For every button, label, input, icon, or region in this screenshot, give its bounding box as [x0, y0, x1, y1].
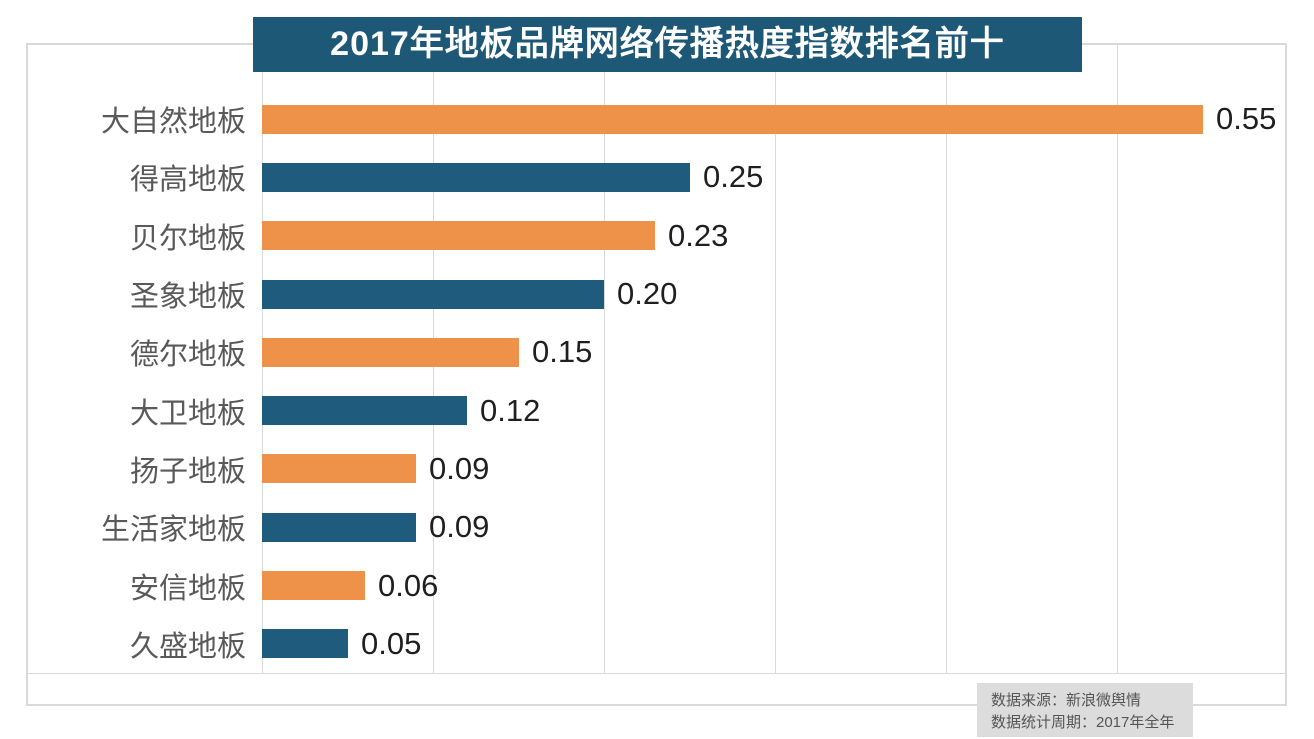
chart-rows: 大自然地板 0.55 得高地板 0.25 贝尔地板 0.23 圣象地板 0.20 德尔地板 0.1… — [28, 90, 1285, 673]
chart-row: 扬子地板 0.09 — [28, 440, 1285, 498]
value-label: 0.06 — [378, 567, 439, 603]
bar — [262, 337, 519, 367]
value-label: 0.15 — [532, 334, 593, 370]
category-label: 德尔地板 — [129, 339, 246, 372]
bar — [262, 629, 348, 659]
bar — [262, 571, 365, 601]
gridline — [1117, 45, 1118, 673]
source-note: 数据来源：新浪微舆情 数据统计周期：2017年全年 — [977, 683, 1193, 737]
bar — [262, 454, 416, 484]
chart-row: 大卫地板 0.12 — [28, 381, 1285, 439]
bar — [262, 396, 467, 426]
value-label: 0.09 — [429, 450, 490, 486]
value-label: 0.12 — [480, 392, 541, 428]
category-label: 久盛地板 — [129, 630, 246, 663]
gridline — [946, 45, 947, 673]
bar — [262, 162, 690, 192]
value-label: 0.25 — [703, 159, 764, 195]
chart-row: 大自然地板 0.55 — [28, 90, 1285, 148]
source-note-line2: 数据统计周期：2017年全年 — [991, 714, 1175, 731]
chart-row: 德尔地板 0.15 — [28, 323, 1285, 381]
bar — [262, 279, 604, 309]
chart-row: 得高地板 0.25 — [28, 148, 1285, 206]
bar — [262, 104, 1203, 134]
value-label: 0.09 — [429, 509, 490, 545]
bar — [262, 512, 416, 542]
value-label: 0.23 — [668, 217, 729, 253]
chart-title: 2017年地板品牌网络传播热度指数排名前十 — [253, 17, 1082, 72]
chart-row: 圣象地板 0.20 — [28, 265, 1285, 323]
chart-row: 久盛地板 0.05 — [28, 615, 1285, 673]
category-label: 安信地板 — [129, 572, 246, 605]
bar — [262, 221, 655, 251]
gridline — [604, 45, 605, 673]
plot-frame: 大自然地板 0.55 得高地板 0.25 贝尔地板 0.23 圣象地板 0.20 德尔地板 0.1… — [26, 43, 1287, 706]
category-label: 大自然地板 — [100, 106, 246, 139]
gridline — [775, 45, 776, 673]
chart-row: 安信地板 0.06 — [28, 556, 1285, 614]
category-label: 得高地板 — [129, 164, 246, 197]
category-label: 圣象地板 — [129, 281, 246, 314]
value-label: 0.55 — [1216, 101, 1277, 137]
category-label: 扬子地板 — [129, 455, 246, 488]
value-label: 0.05 — [361, 625, 422, 661]
category-label: 贝尔地板 — [129, 222, 246, 255]
chart-row: 贝尔地板 0.23 — [28, 207, 1285, 265]
x-axis-line — [28, 673, 1285, 674]
source-note-line1: 数据来源：新浪微舆情 — [991, 692, 1142, 709]
chart-row: 生活家地板 0.09 — [28, 498, 1285, 556]
value-label: 0.20 — [617, 276, 678, 312]
category-label: 大卫地板 — [129, 397, 246, 430]
category-label: 生活家地板 — [100, 514, 246, 547]
